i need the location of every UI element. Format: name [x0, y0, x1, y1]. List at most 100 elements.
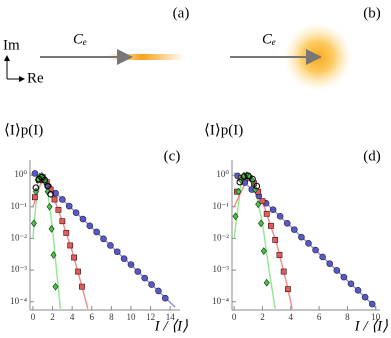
point	[41, 176, 49, 184]
y-tick-label: 10⁰	[216, 169, 229, 179]
point	[67, 242, 74, 249]
panel-label: (d)	[363, 148, 381, 164]
point	[249, 177, 256, 185]
panel-label: (a)	[173, 5, 190, 21]
x-tick-label: 12	[146, 312, 155, 322]
point	[260, 247, 267, 255]
point	[86, 222, 94, 230]
panel-label: (c)	[164, 148, 181, 164]
x-tick-label: 6	[90, 312, 95, 322]
point	[319, 253, 326, 261]
point	[305, 240, 312, 247]
point	[44, 182, 51, 190]
point	[249, 175, 256, 183]
y-axis-label: ⟨I⟩p(I)	[4, 122, 43, 138]
point	[46, 202, 53, 211]
point	[235, 187, 242, 196]
point	[361, 293, 369, 301]
point	[368, 300, 376, 308]
plot-area	[232, 171, 377, 309]
point	[312, 246, 319, 254]
x-tick-label: 2	[50, 312, 55, 322]
point	[258, 219, 265, 228]
x-tick-label: 4	[289, 312, 294, 322]
point	[120, 255, 128, 262]
point	[326, 260, 334, 267]
field-label: Cₑ	[262, 31, 276, 47]
point	[283, 220, 291, 227]
point	[113, 248, 121, 256]
point	[155, 287, 162, 295]
x-tick-label: 6	[317, 312, 322, 322]
y-tick-label: 10⁻⁴	[10, 296, 27, 306]
point	[236, 178, 244, 186]
panel-label: (b)	[363, 5, 381, 21]
point	[63, 229, 70, 236]
point	[30, 219, 37, 228]
point	[255, 200, 262, 209]
y-axis-label: ⟨I⟩p(I)	[204, 122, 243, 138]
point	[263, 210, 270, 217]
point	[291, 226, 298, 233]
point	[127, 261, 135, 268]
point	[340, 273, 348, 281]
point	[48, 225, 55, 233]
field-label: Cₑ	[73, 31, 87, 47]
point	[263, 278, 270, 287]
y-tick-label: 10⁻¹	[11, 201, 28, 211]
x-tick-label: 10	[126, 312, 136, 322]
fit-line	[233, 175, 293, 309]
point	[134, 268, 142, 275]
y-tick-label: 10⁻²	[11, 233, 28, 243]
point	[50, 251, 57, 259]
x-tick-label: 0	[232, 312, 237, 322]
point	[55, 206, 62, 213]
point	[93, 228, 100, 236]
point	[244, 172, 252, 180]
point	[75, 268, 81, 275]
point	[280, 268, 287, 275]
point	[259, 198, 266, 205]
point	[268, 222, 274, 229]
point	[276, 252, 283, 258]
point	[161, 294, 169, 302]
point	[347, 280, 355, 288]
point	[59, 218, 66, 225]
point	[148, 281, 155, 288]
point	[32, 187, 39, 196]
x-tick-label: 8	[345, 312, 350, 322]
point	[71, 254, 78, 261]
point	[65, 202, 73, 210]
y-tick-label: 10⁻³	[11, 264, 28, 274]
point	[32, 194, 38, 201]
x-tick-label: 8	[109, 312, 114, 322]
point	[253, 182, 261, 190]
point	[32, 184, 40, 192]
point	[232, 212, 239, 221]
point	[269, 206, 277, 213]
axis-label: Re	[27, 70, 44, 86]
point	[298, 233, 305, 241]
y-tick-label: 10⁻¹	[213, 201, 230, 211]
point	[79, 283, 85, 290]
x-axis-label: I / ⟨I⟩	[154, 318, 189, 334]
point	[354, 287, 362, 294]
point	[141, 274, 149, 282]
point	[276, 213, 284, 220]
point	[272, 236, 279, 243]
point	[72, 209, 80, 217]
x-tick-label: 10	[371, 312, 381, 322]
axis-label: Im	[3, 37, 20, 53]
point	[52, 282, 59, 291]
point	[333, 267, 341, 274]
point	[79, 215, 87, 223]
point	[47, 190, 54, 198]
y-tick-label: 10⁰	[14, 169, 27, 179]
point	[51, 196, 58, 203]
plot-area	[30, 170, 176, 309]
streak	[108, 54, 184, 60]
y-tick-label: 10⁻²	[213, 233, 230, 243]
x-tick-label: 2	[260, 312, 265, 322]
x-tick-label: 4	[70, 312, 75, 322]
